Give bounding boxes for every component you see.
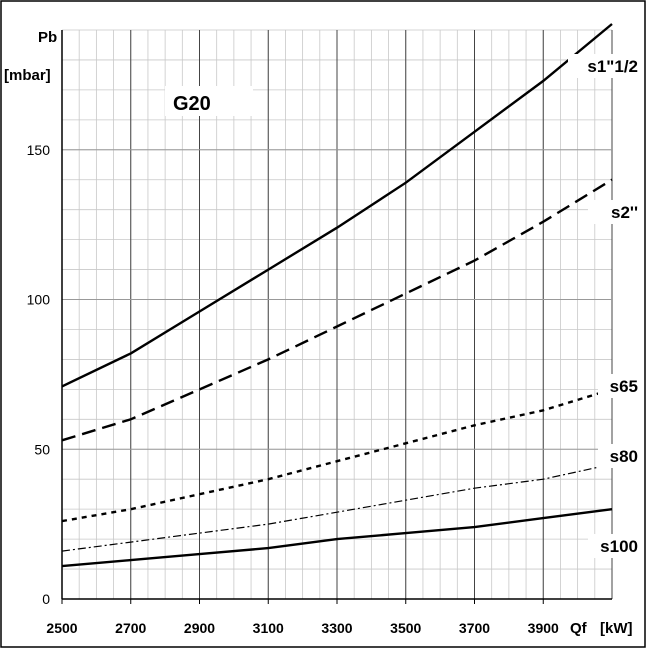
x-tick-label: 2900 (184, 620, 215, 636)
series-label-3: s65 (610, 377, 638, 396)
series-line-1 (61, 23, 613, 388)
series-label-background (598, 444, 642, 468)
y-unit-background (4, 26, 56, 88)
x-tick-label: 3900 (528, 620, 559, 636)
y-unit-label: Pb (38, 29, 57, 46)
series-line-3 (61, 388, 613, 523)
y-unit: [mbar] (4, 67, 51, 84)
series-label-1: s1"1/2 (587, 57, 638, 76)
series-label-background (588, 200, 642, 224)
x-unit: [kW] (600, 620, 633, 637)
x-tick-label: 2500 (46, 620, 77, 636)
series-label-2: s2'' (611, 203, 638, 222)
x-tick-label: 3700 (459, 620, 490, 636)
x-tick-label: 3500 (390, 620, 421, 636)
x-unit-label: Qf (570, 620, 588, 637)
y-tick-label: 0 (42, 591, 50, 607)
series-line-2 (61, 178, 613, 442)
x-tick-label: 3300 (321, 620, 352, 636)
x-tick-label: 2700 (115, 620, 146, 636)
major-grid (62, 30, 613, 599)
y-tick-label: 100 (27, 292, 51, 308)
annotation-background (165, 86, 253, 116)
y-tick-label: 50 (34, 441, 50, 457)
x-unit-background (568, 614, 644, 646)
y-tick-label: 150 (27, 142, 51, 158)
series-layer (61, 23, 613, 568)
annotation-g20: G20 (173, 93, 211, 115)
axes (61, 30, 612, 604)
series-label-5: s100 (600, 537, 638, 556)
series-line-5 (61, 508, 613, 568)
series-label-background (568, 54, 642, 78)
labels-layer: 2500 2700 2900 3100 3300 3500 3700 3900 0 50 100 15… (27, 54, 642, 636)
series-label-background (598, 374, 642, 398)
series-label-background (588, 534, 642, 558)
series-label-4: s80 (610, 447, 638, 466)
series-line-4 (61, 463, 613, 552)
x-tick-label: 3100 (253, 620, 284, 636)
